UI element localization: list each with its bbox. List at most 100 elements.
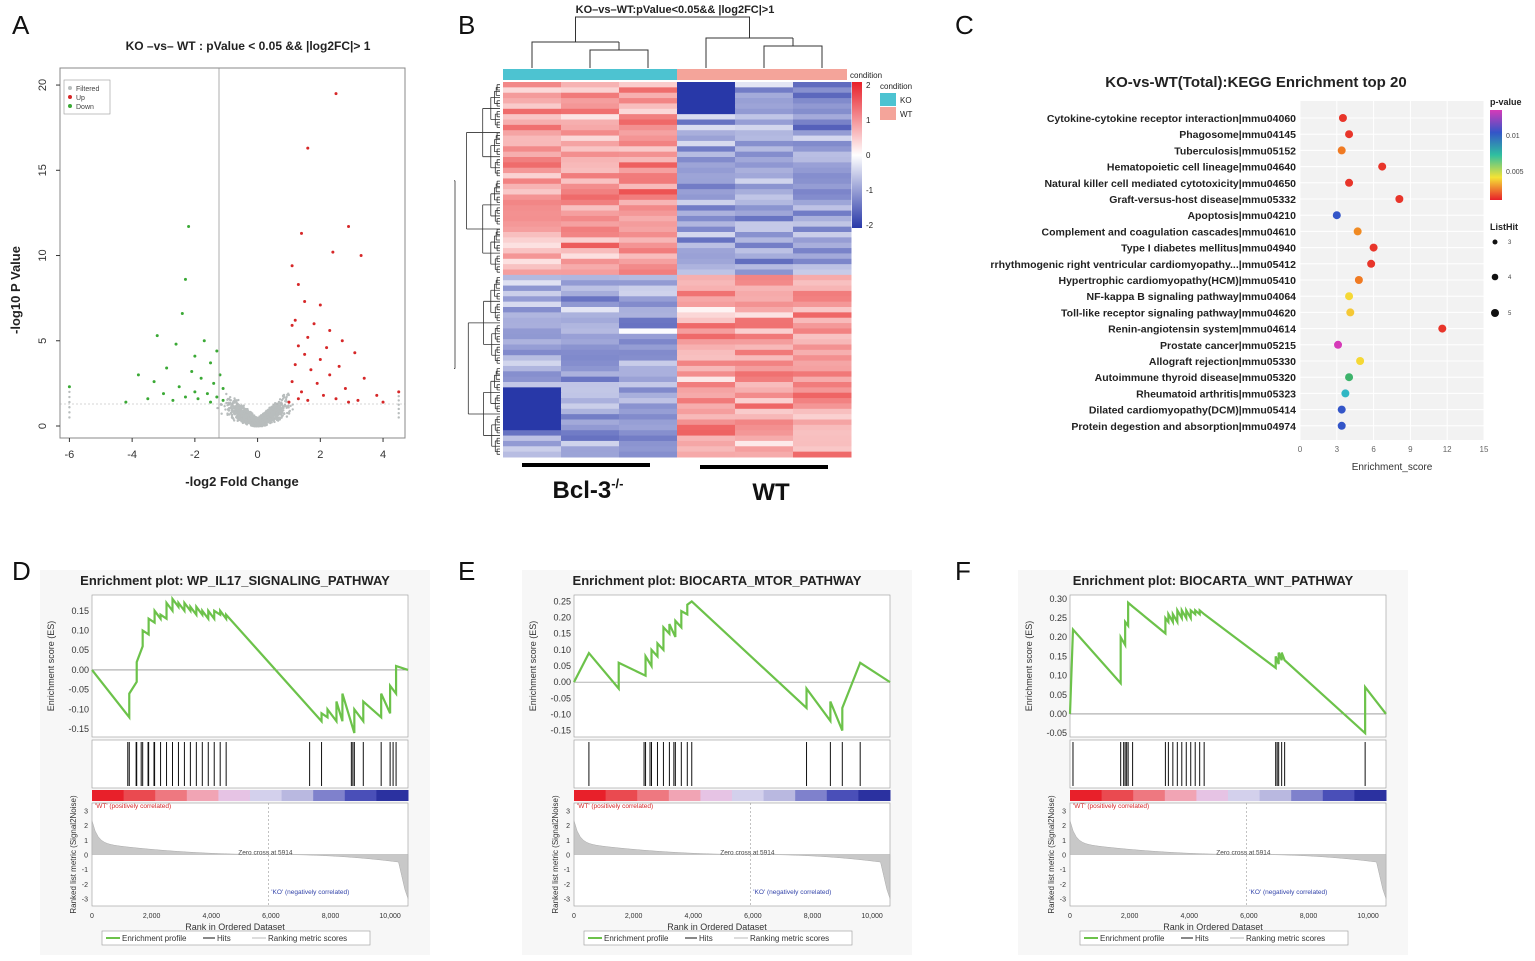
- kegg-term-label: Prostate cancer|mmu05215: [1160, 340, 1296, 352]
- kegg-x-label: Enrichment_score: [1352, 462, 1433, 473]
- heatmap-cell: [677, 189, 736, 195]
- up-point: [296, 283, 300, 287]
- kegg-dot: [1341, 389, 1350, 398]
- heatmap-cell: [793, 392, 852, 399]
- filtered-point: [280, 407, 283, 411]
- legend-metric-label: Ranking metric scores: [750, 934, 829, 943]
- metric-y-tick-label: 3: [566, 808, 570, 815]
- heatmap-cell: [735, 360, 794, 367]
- heatmap-cell: [561, 237, 620, 244]
- heatmap-cell: [503, 130, 562, 137]
- metric-y-tick-label: 1: [1062, 838, 1066, 845]
- heatmap-cell: [619, 323, 678, 329]
- down-point: [202, 339, 206, 343]
- heatmap-cell: [561, 333, 620, 340]
- heatmap-cell: [503, 430, 562, 437]
- heatmap-cell: [677, 344, 736, 351]
- heatmap-cell: [619, 312, 678, 319]
- heatmap-cell: [735, 323, 794, 329]
- kegg-dot: [1356, 357, 1365, 365]
- heatmap-cell: [561, 301, 620, 308]
- kegg-term-label: Protein degestion and absorption|mmu0497…: [1071, 421, 1296, 433]
- kegg-term-label: Hypertrophic cardiomyopathy(HCM)|mmu0541…: [1059, 275, 1297, 287]
- metric-y-tick-label: 1: [566, 838, 570, 845]
- es-y-tick-label: 0.10: [553, 645, 571, 655]
- filtered-point: [220, 412, 223, 415]
- filtered-point: [240, 412, 243, 415]
- volcano-x-axis: -6 -4 -2 0 2 4: [65, 438, 386, 461]
- rank-color-segment: [795, 790, 828, 801]
- heatmap-cell: [503, 339, 562, 345]
- listhit-tick-1: 3: [1508, 240, 1512, 246]
- heatmap-cell: [619, 382, 678, 388]
- heatmap-cell: [793, 398, 852, 404]
- rank-color-segment: [313, 790, 346, 801]
- filtered-point: [226, 404, 229, 407]
- es-y-tick-label: -0.15: [68, 724, 89, 734]
- up-point: [287, 400, 291, 404]
- heatmap-cell: [677, 355, 736, 362]
- heatmap-cell: [793, 440, 852, 447]
- up-point: [300, 390, 303, 394]
- heatmap-cell: [561, 403, 620, 410]
- kegg-dot: [1354, 276, 1363, 284]
- heatmap-cell: [561, 114, 620, 120]
- heatmap-cell: [677, 269, 736, 276]
- heatmap-cell: [735, 280, 794, 287]
- heatmap-cell: [735, 285, 794, 292]
- up-point: [296, 397, 300, 401]
- condition-bar-wt: [677, 69, 847, 80]
- heatmap-cell: [735, 103, 794, 110]
- rank-color-segment: [1228, 790, 1261, 801]
- heatmap-cell: [677, 451, 736, 458]
- heatmap-cell: [561, 307, 620, 313]
- heatmap-cell: [503, 194, 562, 201]
- kegg-dots: [1332, 114, 1447, 430]
- heatmap-cell: [503, 205, 562, 212]
- heatmap-cell: [793, 157, 852, 163]
- rank-color-segment: [1354, 790, 1387, 801]
- filtered-point: [261, 421, 265, 424]
- heatmap-cell: [793, 173, 852, 179]
- kegg-dot: [1345, 130, 1354, 139]
- heatmap-cell: [619, 146, 678, 153]
- heatmap-cell: [503, 333, 562, 340]
- heatmap-cell: [735, 199, 794, 206]
- heatmap-cell: [503, 167, 562, 174]
- heatmap-cell: [503, 140, 562, 147]
- heatmap-cell: [619, 269, 678, 276]
- positive-correlation-label: 'WT' (positively correlated): [95, 803, 171, 810]
- volcano-x-tick-label: -6: [65, 449, 75, 461]
- heatmap-cell: [561, 355, 620, 362]
- heatmap-cell: [619, 226, 678, 233]
- filtered-point: [227, 401, 230, 404]
- heatmap-cell: [619, 178, 678, 185]
- volcano-y-tick-label: 10: [37, 249, 49, 261]
- metric-y-tick-label: -1: [1060, 867, 1066, 874]
- heatmap-cell: [793, 349, 852, 356]
- down-point: [215, 349, 219, 353]
- es-y-tick-label: 0.10: [71, 626, 89, 636]
- kegg-term-label: Arrhythmogenic right ventricular cardiom…: [990, 259, 1296, 271]
- heatmap-cell: [793, 424, 852, 431]
- filtered-point: [230, 405, 233, 408]
- legend-hits-label: Hits: [217, 934, 231, 943]
- heatmap-cell: [503, 365, 562, 372]
- metric-y-tick-label: 1: [84, 838, 88, 845]
- kegg-term-label: NF-kappa B signaling pathway|mmu04064: [1087, 291, 1297, 303]
- heatmap-cell: [677, 130, 736, 137]
- heatmap-cell: [793, 253, 852, 260]
- heatmap-cell: [619, 333, 678, 340]
- heatmap-cell: [503, 183, 562, 190]
- down-point: [155, 334, 159, 338]
- gsea-x-tick-label: 2,000: [143, 913, 161, 920]
- filtered-point: [235, 401, 238, 404]
- heatmap-cell: [619, 435, 678, 442]
- heatmap-cell: [503, 435, 562, 442]
- gsea-title: Enrichment plot: BIOCARTA_WNT_PATHWAY: [1073, 573, 1354, 588]
- filtered-point: [263, 411, 267, 415]
- rank-color-segment: [123, 790, 156, 801]
- condition-legend-ko-swatch: [880, 93, 896, 106]
- heatmap-cell: [735, 215, 794, 222]
- heatmap-cell: [793, 280, 852, 287]
